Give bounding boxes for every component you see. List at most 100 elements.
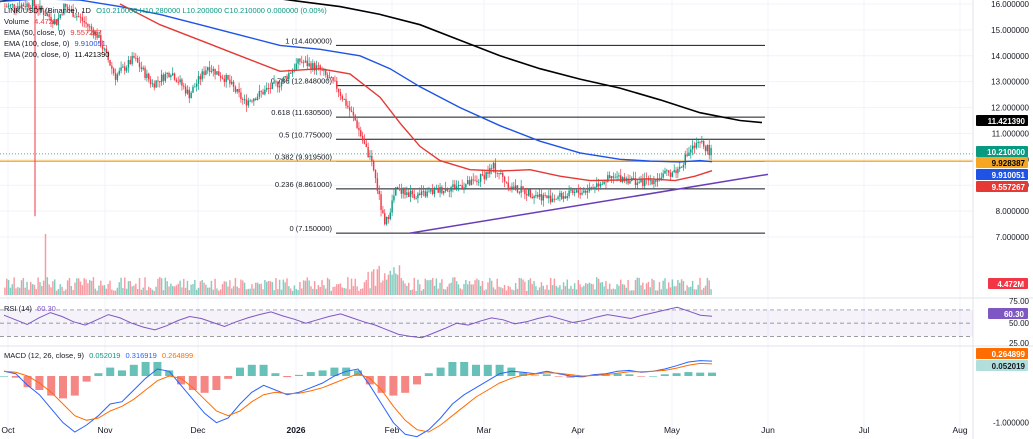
volume-bar-128 [240, 279, 242, 295]
candle-body-7 [17, 6, 19, 9]
candle-body-158 [295, 63, 297, 70]
candle-body-223 [415, 197, 417, 199]
ema50-legend: EMA (50, close, 0) 9.557267 [4, 28, 102, 38]
symbol-label: LINK/USDT (Binance), 1D [4, 6, 91, 15]
volume-bar-303 [562, 282, 565, 295]
volume-bar-150 [280, 289, 283, 295]
volume-bar-213 [396, 274, 399, 295]
candle-body-124 [232, 81, 235, 87]
candle-body-310 [575, 190, 578, 192]
time-label-Jul: Jul [859, 425, 870, 435]
macd-tick-0: -1.000000 [993, 419, 1030, 428]
candle-body-370 [686, 154, 688, 156]
candle-body-61 [116, 74, 119, 80]
candle-body-76 [144, 67, 146, 78]
candle-body-93 [175, 79, 178, 82]
volume-bar-344 [638, 277, 640, 295]
candle-body-208 [387, 216, 390, 219]
candle-body-119 [223, 78, 226, 83]
price-label-0: 11.421390 [988, 117, 1026, 126]
macd-hist-bar-53 [625, 374, 634, 376]
candle-body-139 [260, 91, 262, 92]
volume-bar-266 [494, 289, 497, 295]
macd-hist-bar-55 [649, 376, 657, 377]
ema50-legend-value: 9.557267 [70, 28, 102, 37]
volume-bar-290 [538, 287, 541, 295]
candle-body-110 [207, 67, 209, 71]
volume-bar-227 [422, 288, 425, 295]
candle-body-217 [404, 187, 406, 195]
candle-body-111 [208, 67, 211, 72]
volume-legend-value: 4.472M [34, 17, 60, 26]
candle-body-264 [490, 167, 493, 169]
fib-label-0.786: 0.786 (12.848000) [271, 77, 333, 86]
volume-bar-272 [505, 290, 508, 295]
candle-body-221 [411, 190, 414, 195]
candle-body-297 [551, 198, 554, 203]
candle-body-48 [92, 29, 95, 36]
candle-body-49 [94, 31, 96, 36]
macd-hist-bar-37 [436, 367, 445, 376]
time-label-Jun: Jun [761, 425, 775, 435]
volume-bar-73 [138, 278, 141, 295]
volume-bar-132 [247, 288, 250, 295]
volume-bar-179 [334, 286, 336, 295]
candle-body-161 [301, 61, 303, 63]
candle-body-176 [328, 77, 331, 79]
macd-hist-bar-19 [224, 376, 233, 379]
candle-body-273 [507, 182, 509, 188]
candle-body-205 [382, 210, 384, 214]
price-tick-8: 8.000000 [996, 207, 1030, 216]
volume-bar-203 [378, 265, 380, 295]
candle-body-351 [651, 179, 653, 185]
volume-bar-361 [669, 287, 672, 295]
candle-body-271 [503, 176, 506, 182]
candle-body-360 [667, 170, 670, 173]
candle-body-268 [498, 173, 500, 174]
volume-bar-363 [673, 286, 675, 295]
candle-body-17 [35, 5, 37, 9]
candle-body-163 [304, 60, 307, 63]
macd-hist-bar-21 [247, 364, 256, 376]
candle-body-203 [378, 190, 380, 195]
volume-bar-220 [409, 290, 412, 295]
volume-bar-81 [153, 290, 155, 295]
volume-bar-107 [201, 279, 203, 295]
macd-hist-bar-0 [0, 376, 8, 377]
candle-body-45 [87, 23, 89, 27]
macd-hist-bar-8 [94, 373, 103, 376]
candle-body-228 [424, 191, 427, 197]
candle-body-102 [192, 86, 194, 93]
volume-bar-169 [315, 289, 318, 295]
volume-bar-200 [372, 269, 375, 295]
volume-axis-label: 4.472M [997, 280, 1024, 289]
volume-bar-166 [310, 286, 312, 295]
candle-body-277 [514, 185, 517, 190]
rsi-legend: RSI (14) 60.30 [4, 304, 56, 314]
candle-body-258 [479, 174, 482, 182]
volume-bar-25 [50, 287, 52, 295]
candle-body-246 [457, 185, 460, 187]
volume-bar-263 [489, 278, 491, 295]
volume-bar-237 [441, 279, 443, 295]
candle-body-353 [655, 180, 657, 182]
candle-body-32 [63, 3, 65, 15]
candle-body-99 [186, 89, 189, 94]
volume-bar-314 [583, 285, 585, 295]
volume-bar-181 [337, 284, 340, 295]
volume-bar-340 [631, 290, 633, 295]
candle-body-212 [395, 187, 397, 196]
time-label-Dec: Dec [190, 425, 206, 435]
macd-hist-bar-38 [448, 362, 457, 376]
volume-bar-109 [205, 284, 207, 295]
candle-body-376 [697, 142, 699, 144]
candle-body-342 [634, 178, 637, 186]
volume-bar-129 [242, 280, 244, 295]
candle-body-114 [214, 68, 216, 75]
volume-bar-217 [404, 283, 406, 295]
candle-body-380 [704, 146, 707, 152]
candle-body-79 [149, 79, 152, 84]
candle-body-330 [612, 176, 615, 178]
price-label-bg-4 [976, 181, 1028, 192]
